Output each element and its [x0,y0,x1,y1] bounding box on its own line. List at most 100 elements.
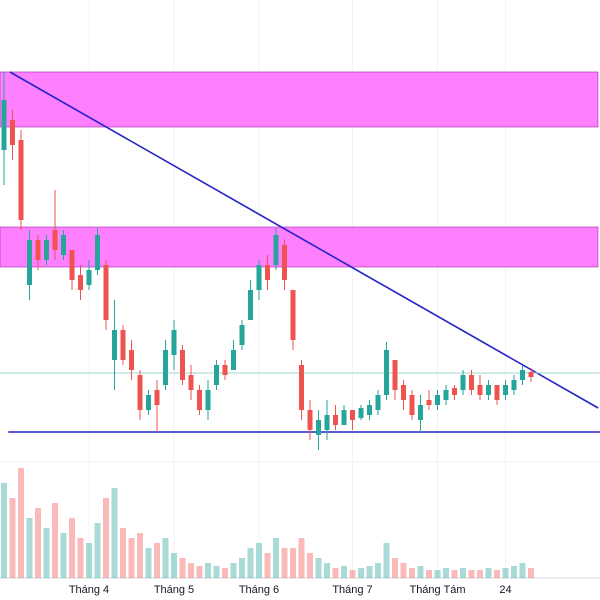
candle-body [333,415,338,425]
candle-body [282,245,287,280]
volume-bar [205,563,211,578]
x-tick-label: 24 [499,584,511,596]
volume-bar [273,538,279,578]
candle-body [324,415,330,430]
volume-bar [77,538,84,578]
candle-body [154,390,160,405]
volume-bar [120,528,126,578]
candle-body [375,395,381,410]
candle-body [503,385,508,395]
candle-body [443,390,449,400]
volume-bar [460,568,466,578]
candle-body [86,270,92,285]
volume-bar [366,566,373,578]
candle-body [384,350,389,395]
volume-bar [179,558,186,578]
candle-body [222,365,228,375]
volume-bar [111,488,118,578]
volume-bar [400,563,407,578]
volume-bar [171,553,177,578]
candle-body [120,330,126,360]
zone [0,226,599,268]
candle-body [44,240,49,260]
volume-bar [383,543,390,578]
volume-bar [477,570,483,578]
volume-bar [349,570,356,578]
volume-bar [86,543,92,578]
candle-body [103,265,109,320]
volume-bar [494,570,500,578]
volume-bar [145,548,152,578]
volume-bar [485,568,492,578]
volume-bar [324,563,330,578]
candle-body [27,240,32,285]
volume-bar [417,566,424,578]
candle-body [69,250,75,280]
candle-body [239,325,245,345]
volume-bar [94,523,101,578]
volume-bar [375,563,381,578]
x-tick-label: Tháng 5 [154,584,194,596]
candle-body [367,405,372,415]
candle-body [171,330,177,355]
volume-bar [188,563,194,578]
candle-body [528,372,534,377]
volume-bar [358,568,364,578]
volume-bar [298,538,305,578]
candle-body [299,365,304,410]
volume-bar [511,566,517,578]
volume-bar [239,558,245,578]
x-tick-label: Tháng 7 [332,584,372,596]
volume-bar [128,538,135,578]
candle-body [197,390,202,410]
volume-bar [409,568,415,578]
candle-body [409,395,415,415]
candle-body [1,100,7,150]
x-tick-label: Tháng 6 [239,584,279,596]
volume-bar [392,558,398,578]
candle-body [214,365,219,385]
candle-body [129,350,134,370]
candle-body [265,265,270,280]
candle-body [511,380,517,390]
volume-bar [519,563,526,578]
candle-body [452,388,457,395]
candle-body [248,290,253,320]
candle-body [205,390,211,410]
candle-body [112,330,117,360]
volume-bar [103,498,109,578]
volume-bar [213,566,220,578]
volume-bar [426,570,432,578]
x-tick-label: Tháng 4 [69,584,109,596]
volume-bar [69,518,75,578]
volume-bar [468,570,475,578]
volume-bar [247,548,254,578]
candle-body [231,350,236,370]
candle-body [18,140,24,220]
candle-body [163,350,168,385]
volume-bar [290,548,296,578]
candle-body [180,350,185,380]
volume-bar [222,568,228,578]
candle-body [477,385,483,395]
candle-body [10,120,15,145]
volume-bar [196,566,203,578]
candle-body [316,420,321,435]
candle-body [460,375,466,390]
volume-bar [434,570,441,578]
candle-body [256,265,262,290]
candle-body [350,410,355,420]
candle-body [78,275,83,290]
volume-bar [264,553,271,578]
candle-body [290,290,296,340]
candle-body [392,360,398,390]
volume-bar [307,553,313,578]
volume-bar [443,568,449,578]
candle-body [146,395,151,410]
candle-body [35,240,41,260]
volume-bar [451,570,458,578]
candle-body [341,410,347,425]
volume-bar [35,508,41,578]
candle-body [188,375,194,390]
